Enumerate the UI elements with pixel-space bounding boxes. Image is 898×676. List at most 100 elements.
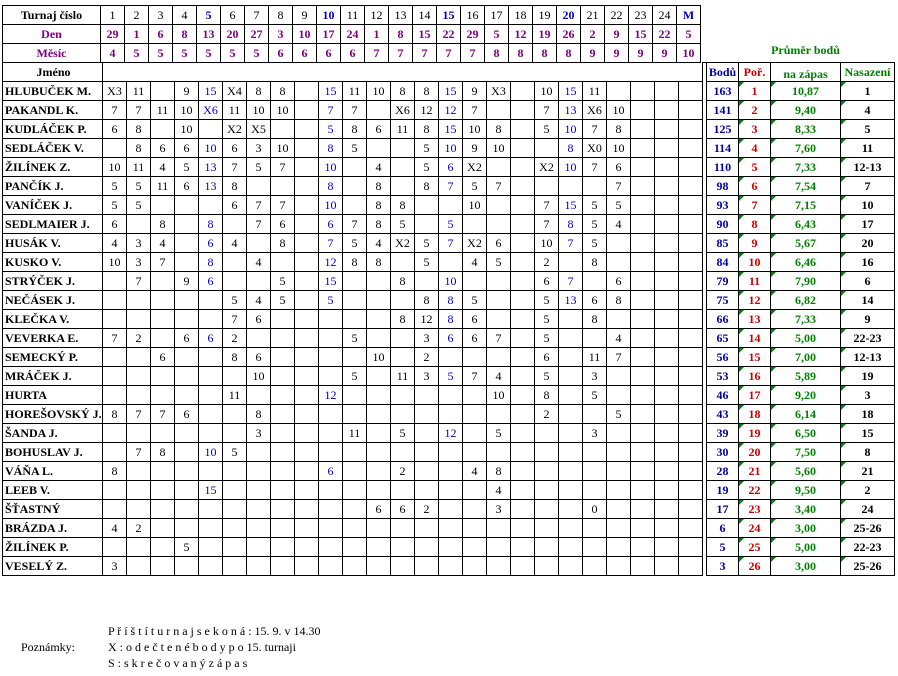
score-cell	[558, 518, 583, 538]
score-cell: 8	[270, 81, 295, 101]
score-cell	[222, 518, 247, 538]
column-gap	[702, 138, 707, 158]
score-cell: 4	[366, 157, 391, 177]
score-cell: 6	[198, 328, 223, 348]
score-cell	[678, 385, 703, 405]
poradi-cell: 20	[738, 442, 771, 462]
score-cell	[198, 423, 223, 443]
score-cell: 6	[174, 328, 199, 348]
score-cell: 3	[414, 328, 439, 348]
table-row: STRÝČEK J. 7 9 6 5 15 8 10 6 7 6 79 11 7,90 6	[2, 271, 895, 291]
score-cell	[342, 461, 367, 481]
score-cell	[174, 366, 199, 386]
score-cell: 3	[486, 499, 511, 519]
bodu-cell: 75	[706, 290, 739, 310]
nasazeni-cell: 12-13	[840, 157, 895, 177]
turnaj-number-6: 6	[220, 5, 245, 25]
score-cell	[294, 195, 319, 215]
tournament-header-table: Turnaj číslo 1 2 3 4 5 6 7 8 9 10 11 12 13 14 15 16 17 18 1…	[2, 5, 701, 63]
score-cell	[462, 385, 487, 405]
score-cell	[510, 176, 535, 196]
table-row: VANÍČEK J. 5 5 6 7 7 10 8 8 10 7 15 5 5 93 7 7,15 10	[2, 195, 895, 215]
score-cell	[294, 556, 319, 576]
score-cell: 12	[318, 252, 343, 272]
table-row: MRÁČEK J. 10 5 11 3 5 7 4 5 3 53 16 5,89 19	[2, 366, 895, 386]
score-cell	[414, 423, 439, 443]
score-cell: 15	[558, 195, 583, 215]
score-cell	[678, 157, 703, 177]
nasazeni-cell: 16	[840, 252, 895, 272]
score-cell	[318, 499, 343, 519]
score-cell: 5	[606, 404, 631, 424]
score-cell: 10	[558, 157, 583, 177]
score-cell	[150, 499, 175, 519]
score-cell: 11	[150, 100, 175, 120]
score-cell	[510, 81, 535, 101]
bodu-cell: 53	[706, 366, 739, 386]
prumer-cell: 5,00	[770, 328, 841, 348]
score-cell	[294, 366, 319, 386]
mesic-25: 10	[676, 43, 701, 63]
score-cell: 4	[246, 252, 271, 272]
score-cell	[174, 347, 199, 367]
score-cell	[246, 556, 271, 576]
score-cell	[222, 480, 247, 500]
score-cell	[630, 499, 655, 519]
table-row: SEMECKÝ P. 6 8 6 10 2 6 11 7 56 15 7,00 12-13	[2, 347, 895, 367]
score-cell	[342, 347, 367, 367]
score-cell	[246, 480, 271, 500]
score-cell: 4	[102, 233, 127, 253]
score-cell	[582, 518, 607, 538]
nasazeni-cell: 7	[840, 176, 895, 196]
score-cell	[654, 252, 679, 272]
score-cell: 7	[246, 214, 271, 234]
score-cell	[246, 233, 271, 253]
score-cell: 8	[606, 119, 631, 139]
mesic-22: 9	[604, 43, 629, 63]
score-cell	[222, 423, 247, 443]
bodu-cell: 66	[706, 309, 739, 329]
score-cell	[630, 518, 655, 538]
den-5: 13	[196, 24, 221, 44]
column-gap	[702, 119, 707, 139]
column-gap	[702, 252, 707, 272]
score-cell: 7	[126, 404, 151, 424]
score-cell	[198, 556, 223, 576]
prumer-cell: 7,33	[770, 309, 841, 329]
score-cell: 5	[606, 195, 631, 215]
score-cell: 3	[246, 423, 271, 443]
table-row: BOHUSLAV J. 7 8 10 5 30 20 7,50 8	[2, 442, 895, 462]
poradi-cell: 7	[738, 195, 771, 215]
score-cell	[630, 347, 655, 367]
score-cell: 8	[366, 214, 391, 234]
score-cell: 10	[534, 81, 559, 101]
score-cell: 12	[414, 309, 439, 329]
score-cell	[150, 81, 175, 101]
turnaj-number-1: 1	[100, 5, 125, 25]
nasazeni-cell: 8	[840, 442, 895, 462]
score-cell	[630, 214, 655, 234]
score-cell	[174, 385, 199, 405]
score-cell	[582, 537, 607, 557]
score-cell	[366, 556, 391, 576]
score-cell: 8	[606, 290, 631, 310]
score-cell	[390, 404, 415, 424]
score-cell: 4	[486, 480, 511, 500]
score-cell	[174, 252, 199, 272]
score-cell: 15	[558, 81, 583, 101]
score-cell	[198, 385, 223, 405]
column-gap	[702, 556, 707, 576]
score-cell	[318, 480, 343, 500]
den-7: 27	[244, 24, 269, 44]
score-cell	[366, 537, 391, 557]
column-gap	[702, 157, 707, 177]
score-cell: 10	[438, 138, 463, 158]
column-gap	[702, 499, 707, 519]
score-cell	[174, 195, 199, 215]
score-cell	[486, 518, 511, 538]
player-name: VEVERKA E.	[2, 328, 103, 348]
score-cell: X2	[534, 157, 559, 177]
score-cell: 4	[150, 157, 175, 177]
score-cell: 3	[582, 366, 607, 386]
score-cell	[438, 252, 463, 272]
